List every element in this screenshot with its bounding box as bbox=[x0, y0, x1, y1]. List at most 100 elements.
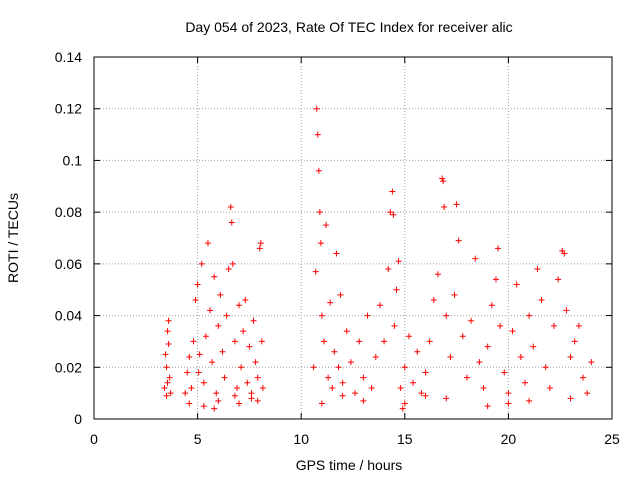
roti-point bbox=[163, 392, 170, 399]
roti-point bbox=[389, 188, 396, 195]
roti-point bbox=[320, 338, 327, 345]
roti-point bbox=[497, 322, 504, 329]
roti-point bbox=[335, 364, 342, 371]
roti-point bbox=[200, 403, 207, 410]
roti-point bbox=[451, 291, 458, 298]
roti-point bbox=[521, 379, 528, 386]
roti-point bbox=[579, 374, 586, 381]
roti-point bbox=[254, 397, 261, 404]
roti-point bbox=[252, 359, 259, 366]
roti-point bbox=[195, 369, 202, 376]
roti-point bbox=[401, 400, 408, 407]
roti-point bbox=[211, 273, 218, 280]
roti-point bbox=[534, 266, 541, 273]
roti-point bbox=[390, 211, 397, 218]
roti-point bbox=[468, 317, 475, 324]
roti-point bbox=[339, 392, 346, 399]
roti-point bbox=[347, 359, 354, 366]
y-tick-label: 0 bbox=[74, 411, 82, 427]
roti-point bbox=[196, 351, 203, 358]
chart-title: Day 054 of 2023, Rate Of TEC Index for r… bbox=[185, 19, 512, 35]
roti-point bbox=[317, 240, 324, 247]
roti-point bbox=[381, 338, 388, 345]
roti-point bbox=[339, 379, 346, 386]
roti-point bbox=[228, 219, 235, 226]
roti-point bbox=[505, 400, 512, 407]
y-tick-label: 0.12 bbox=[55, 101, 82, 117]
roti-point bbox=[509, 328, 516, 335]
roti-point bbox=[387, 209, 394, 216]
roti-point bbox=[207, 307, 214, 314]
roti-point bbox=[318, 400, 325, 407]
roti-point bbox=[453, 201, 460, 208]
roti-point bbox=[166, 374, 173, 381]
roti-point bbox=[542, 364, 549, 371]
roti-point bbox=[236, 302, 243, 309]
roti-point bbox=[459, 333, 466, 340]
roti-point bbox=[571, 338, 578, 345]
y-tick-label: 0.08 bbox=[55, 204, 82, 220]
roti-point bbox=[258, 338, 265, 345]
roti-point bbox=[495, 245, 502, 252]
roti-point bbox=[164, 328, 171, 335]
roti-point bbox=[211, 405, 218, 412]
roti-point bbox=[167, 390, 174, 397]
roti-point bbox=[443, 395, 450, 402]
x-axis-label: GPS time / hours bbox=[296, 457, 403, 473]
roti-point bbox=[314, 131, 321, 138]
roti-point bbox=[186, 400, 193, 407]
roti-point bbox=[401, 364, 408, 371]
roti-point bbox=[463, 374, 470, 381]
roti-point bbox=[393, 286, 400, 293]
roti-point bbox=[538, 297, 545, 304]
roti-point bbox=[575, 322, 582, 329]
roti-point bbox=[337, 291, 344, 298]
x-tick-label: 0 bbox=[90, 431, 98, 447]
y-tick-label: 0.1 bbox=[63, 152, 83, 168]
roti-point bbox=[439, 175, 446, 182]
x-tick-label: 5 bbox=[194, 431, 202, 447]
roti-point bbox=[315, 167, 322, 174]
roti-point bbox=[567, 395, 574, 402]
roti-point bbox=[588, 359, 595, 366]
x-tick-label: 20 bbox=[501, 431, 517, 447]
roti-point bbox=[190, 338, 197, 345]
roti-point bbox=[161, 384, 168, 391]
roti-point bbox=[246, 343, 253, 350]
roti-point bbox=[198, 260, 205, 267]
roti-point bbox=[430, 297, 437, 304]
roti-point bbox=[254, 374, 261, 381]
roti-point bbox=[422, 392, 429, 399]
roti-point bbox=[229, 260, 236, 267]
y-tick-label: 0.06 bbox=[55, 256, 82, 272]
roti-point bbox=[526, 312, 533, 319]
roti-point bbox=[395, 258, 402, 265]
roti-point bbox=[329, 384, 336, 391]
roti-point bbox=[256, 245, 263, 252]
roti-point bbox=[513, 281, 520, 288]
y-tick-label: 0.02 bbox=[55, 359, 82, 375]
roti-point bbox=[316, 209, 323, 216]
roti-point bbox=[550, 322, 557, 329]
roti-point bbox=[259, 384, 266, 391]
roti-point bbox=[501, 369, 508, 376]
roti-point bbox=[323, 222, 330, 229]
points-layer bbox=[161, 105, 595, 412]
roti-point bbox=[443, 312, 450, 319]
roti-point bbox=[441, 203, 448, 210]
x-tick-label: 25 bbox=[604, 431, 620, 447]
roti-point bbox=[327, 299, 334, 306]
roti-point bbox=[385, 266, 392, 273]
y-tick-label: 0.14 bbox=[55, 49, 82, 65]
roti-point bbox=[356, 338, 363, 345]
roti-point bbox=[414, 348, 421, 355]
roti-point bbox=[476, 359, 483, 366]
roti-point bbox=[215, 322, 222, 329]
roti-point bbox=[202, 333, 209, 340]
roti-point bbox=[530, 343, 537, 350]
roti-point bbox=[248, 395, 255, 402]
roti-point bbox=[248, 390, 255, 397]
roti-point bbox=[233, 384, 240, 391]
